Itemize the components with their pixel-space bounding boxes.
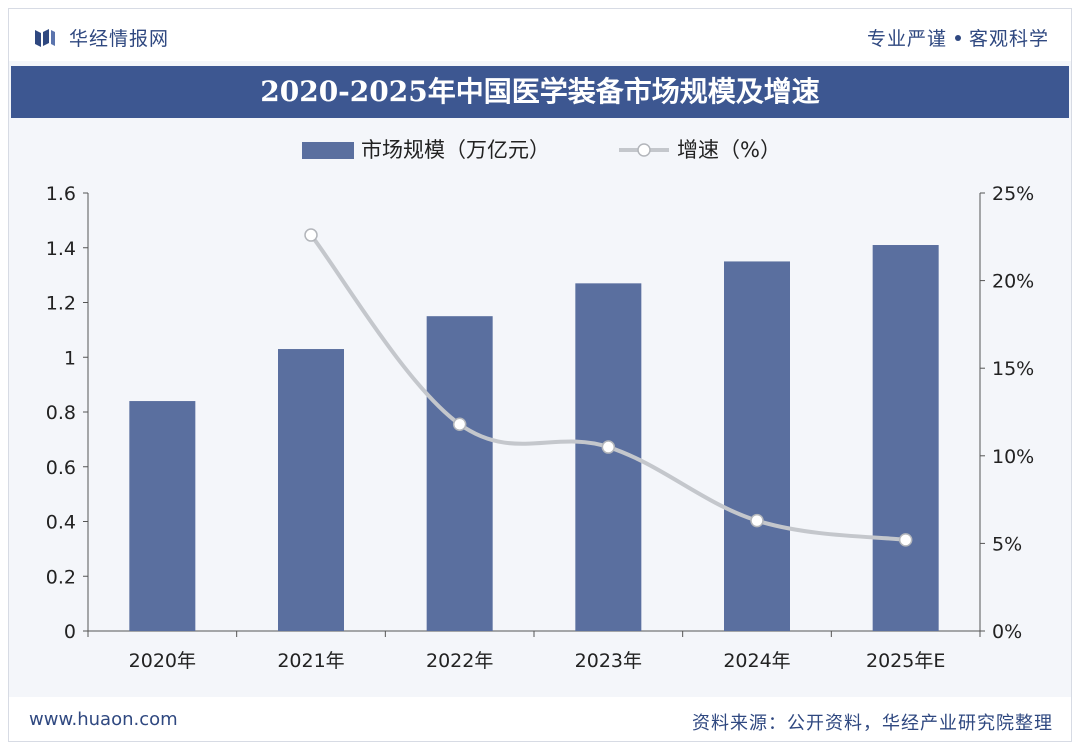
ticks-layer: 0 0.2 0.4 0.6 0.8 1 1.2 1.4 1.6 0% 5% 10% 15% 20% 25% 2… bbox=[46, 183, 1034, 672]
footer-url-link[interactable]: www.huaon.com bbox=[29, 709, 178, 730]
brand-logo-icon bbox=[35, 28, 55, 47]
legend-line-label: 增速（%） bbox=[677, 138, 781, 162]
left-tick-label-0: 0 bbox=[64, 621, 76, 643]
footer-bar: www.huaon.com 资料来源：公开资料，华经产业研究院整理 bbox=[9, 697, 1071, 741]
slogan-dot-icon bbox=[954, 34, 961, 41]
right-tick-label-1: 5% bbox=[992, 533, 1022, 555]
left-tick-label-3: 0.6 bbox=[46, 457, 76, 479]
slogan: 专业严谨 客观科学 bbox=[867, 24, 1049, 51]
growth-point-5 bbox=[898, 533, 913, 547]
legend-bar-swatch bbox=[302, 142, 354, 159]
left-tick-label-6: 1.2 bbox=[46, 293, 76, 315]
left-tick-label-2: 0.4 bbox=[46, 512, 76, 534]
left-tick-label-7: 1.4 bbox=[46, 238, 76, 260]
brand-name: 华经情报网 bbox=[69, 28, 170, 50]
slogan-left: 专业严谨 bbox=[866, 28, 947, 50]
right-tick-label-4: 20% bbox=[992, 271, 1034, 293]
bar-4 bbox=[724, 261, 790, 631]
header-bar: 华经情报网 专业严谨 客观科学 bbox=[9, 9, 1071, 61]
left-tick-label-1: 0.2 bbox=[46, 566, 76, 588]
bar-1 bbox=[278, 349, 344, 631]
chart-frame: 华经情报网 专业严谨 客观科学 2020-2025年中国医学装备市场规模及增速 市… bbox=[8, 8, 1072, 742]
growth-point-4 bbox=[750, 513, 764, 528]
footer-source-note: 资料来源：公开资料，华经产业研究院整理 bbox=[692, 713, 1053, 734]
slogan-right: 客观科学 bbox=[968, 28, 1049, 50]
line-layer bbox=[304, 228, 913, 547]
x-tick-label-4: 2024年 bbox=[723, 650, 790, 672]
x-tick-label-0: 2020年 bbox=[129, 650, 196, 672]
right-tick-label-5: 25% bbox=[992, 183, 1034, 205]
x-tick-label-2: 2022年 bbox=[426, 650, 493, 672]
left-tick-label-4: 0.8 bbox=[46, 402, 76, 424]
brand-logo[interactable]: 华经情报网 bbox=[33, 24, 169, 51]
right-tick-label-0: 0% bbox=[992, 621, 1022, 643]
chart-title: 2020-2025年中国医学装备市场规模及增速 bbox=[11, 66, 1069, 118]
legend-line-marker bbox=[637, 143, 651, 157]
right-tick-label-2: 10% bbox=[992, 446, 1034, 468]
legend-bar-label: 市场规模（万亿元） bbox=[361, 138, 550, 162]
x-tick-label-3: 2023年 bbox=[575, 650, 642, 672]
left-tick-label-8: 1.6 bbox=[46, 183, 76, 205]
right-tick-label-3: 15% bbox=[992, 358, 1034, 380]
chart-legend: 市场规模（万亿元） 增速（%） bbox=[302, 138, 781, 162]
chart-plot: 市场规模（万亿元） 增速（%） 00.20.40.60.811.21.41.60… bbox=[46, 138, 1034, 672]
x-tick-label-5: 2025年E bbox=[866, 650, 945, 672]
bar-2 bbox=[426, 316, 493, 631]
bars-layer bbox=[129, 245, 939, 631]
bar-0 bbox=[129, 401, 196, 631]
growth-point-1 bbox=[304, 228, 318, 242]
left-tick-label-5: 1 bbox=[64, 347, 76, 369]
bar-5 bbox=[872, 245, 939, 631]
x-tick-label-1: 2021年 bbox=[277, 650, 344, 672]
growth-point-2 bbox=[452, 417, 467, 432]
growth-point-3 bbox=[601, 440, 616, 454]
